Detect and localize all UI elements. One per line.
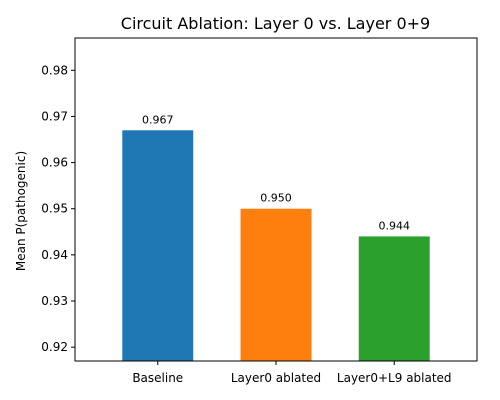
y-tick-label: 0.94 <box>41 248 68 262</box>
bar <box>122 130 194 361</box>
y-tick-label: 0.93 <box>41 294 68 308</box>
x-tick-label: Baseline <box>132 371 183 385</box>
plot-frame <box>74 37 478 362</box>
y-axis-label: Mean P(pathogenic) <box>14 151 28 271</box>
y-tick-label: 0.98 <box>41 63 68 77</box>
y-tick-label: 0.95 <box>41 202 68 216</box>
bar-value-label: 0.950 <box>260 192 292 205</box>
x-tick-label: Layer0 ablated <box>231 371 321 385</box>
bar-value-label: 0.944 <box>378 219 410 232</box>
y-tick-label: 0.97 <box>41 109 68 123</box>
bar <box>358 236 430 361</box>
bars <box>122 130 430 361</box>
y-tick-label: 0.96 <box>41 156 68 170</box>
bar <box>240 208 312 361</box>
chart-title: Circuit Ablation: Layer 0 vs. Layer 0+9 <box>121 14 430 33</box>
x-tick-label: Layer0+L9 ablated <box>337 371 452 385</box>
x-axis-ticks: Baseline Layer0 ablated Layer0+L9 ablated <box>132 361 452 385</box>
data-labels: 0.967 0.950 0.944 <box>142 113 410 232</box>
y-tick-label: 0.92 <box>41 340 68 354</box>
y-axis-ticks: 0.92 0.93 0.94 0.95 0.96 0.97 0.98 <box>41 63 75 354</box>
bar-value-label: 0.967 <box>142 113 174 126</box>
